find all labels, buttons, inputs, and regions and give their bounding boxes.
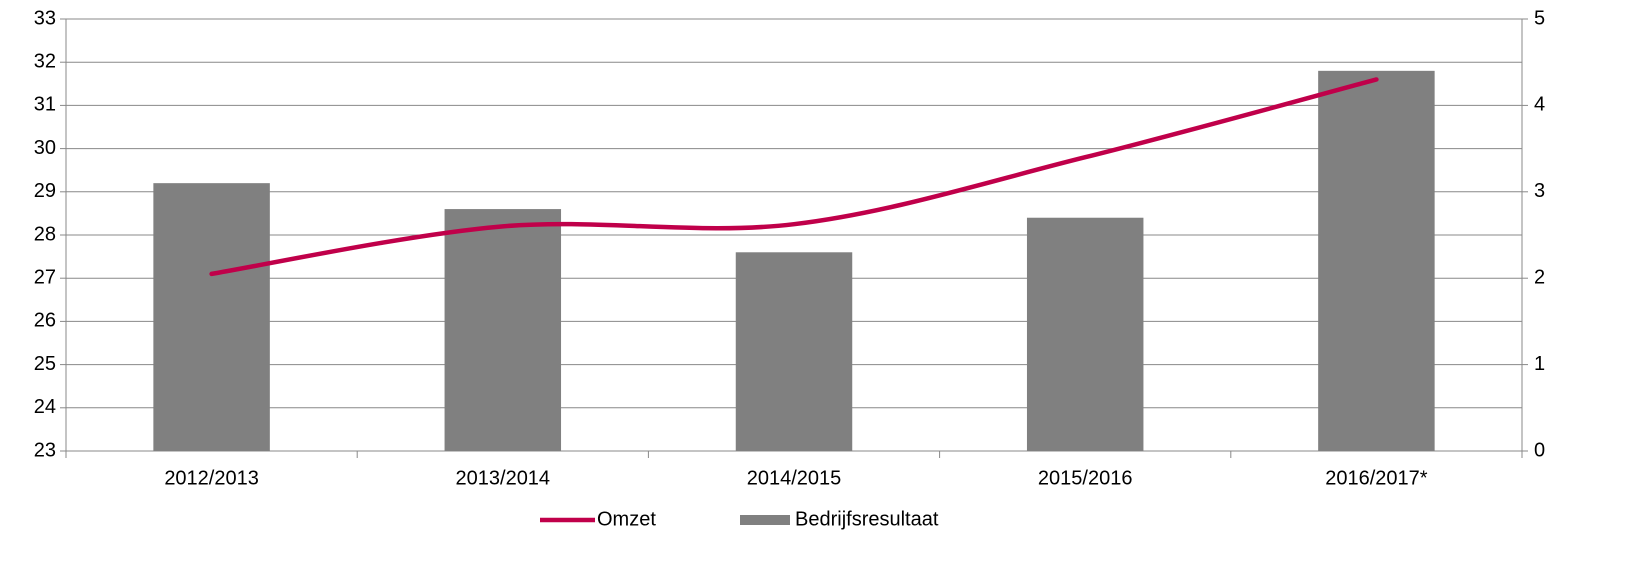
y-tick-label: 29 [34, 180, 56, 202]
y2-tick-label: 0 [1534, 439, 1545, 461]
y-tick-label: 25 [34, 353, 56, 375]
line [209, 77, 1379, 277]
legend-swatch [740, 515, 790, 525]
y-tick-label: 23 [34, 439, 56, 461]
y2-tick-label: 3 [1534, 180, 1545, 202]
legend-label: Bedrijfsresultaat [795, 508, 939, 530]
bar [444, 209, 562, 451]
y-tick-label: 30 [34, 137, 56, 159]
y2-tick-label: 1 [1534, 353, 1545, 375]
y-tick-label: 24 [34, 396, 56, 418]
legend-label: Omzet [597, 508, 656, 530]
y2-tick-label: 5 [1534, 7, 1545, 29]
bar [153, 183, 270, 451]
y-tick-label: 28 [34, 223, 56, 245]
x-tick-label: 2015/2016 [1038, 467, 1133, 489]
bar [1026, 217, 1144, 451]
y-tick-label: 33 [34, 7, 56, 29]
x-tick-label: 2014/2015 [747, 467, 842, 489]
y-tick-label: 26 [34, 310, 56, 332]
y2-tick-label: 4 [1534, 94, 1545, 116]
x-tick-label: 2016/2017* [1325, 467, 1428, 489]
y2-tick-label: 2 [1534, 266, 1545, 288]
y-tick-label: 31 [34, 94, 56, 116]
y-tick-label: 32 [34, 50, 56, 72]
x-tick-label: 2013/2014 [456, 467, 551, 489]
bar [1318, 70, 1435, 451]
bar [735, 252, 853, 451]
x-tick-label: 2012/2013 [164, 467, 259, 489]
y-tick-label: 27 [34, 266, 56, 288]
